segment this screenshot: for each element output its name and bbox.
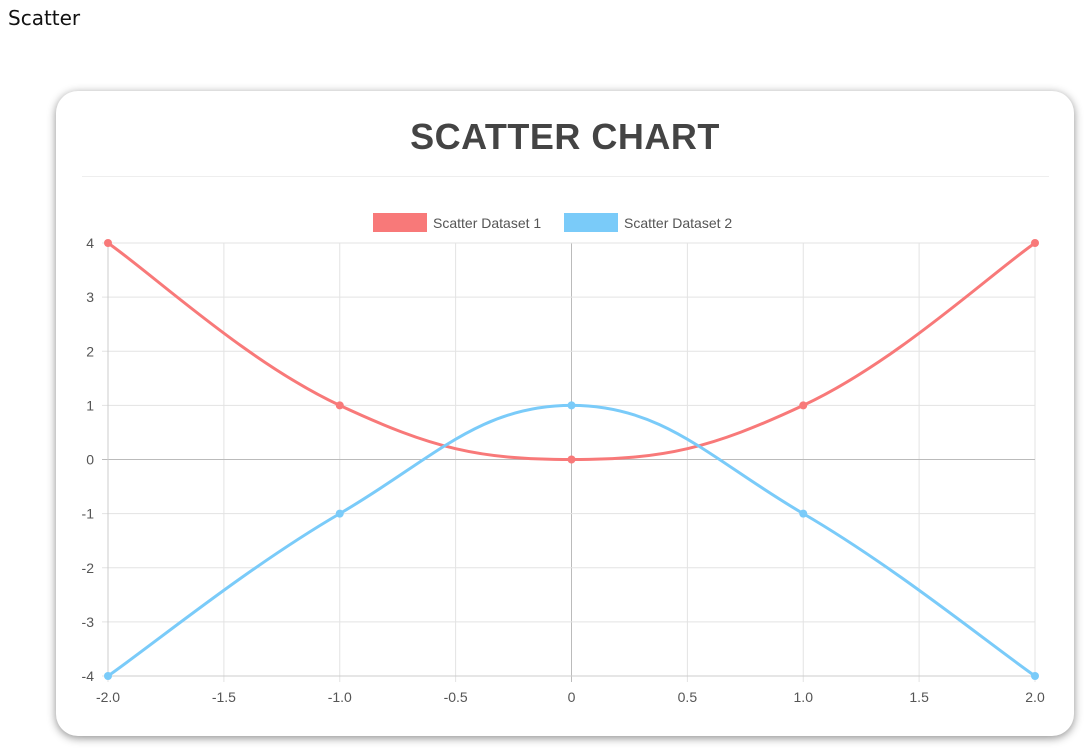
series-2-point	[1031, 672, 1039, 680]
chart-title: SCATTER CHART	[410, 116, 720, 157]
x-tick-label: 0.5	[678, 689, 698, 705]
y-tick-label: 2	[86, 343, 94, 359]
y-tick-label: 3	[86, 289, 94, 305]
y-tick-label: -4	[82, 668, 95, 684]
series-1-point	[567, 455, 576, 464]
legend-swatch-2	[564, 213, 618, 232]
x-tick-label: -0.5	[444, 689, 468, 705]
y-tick-label: -1	[82, 506, 95, 522]
y-tick-label: 0	[86, 452, 94, 468]
chart-ticks: -2.0 -1.5 -1.0 -0.5 0 0.5 1.0 1.5 2.0 4 3 2 1 0 -1 -2 -3…	[82, 235, 1045, 705]
chart-card	[56, 91, 1074, 736]
x-tick-label: 1.0	[794, 689, 814, 705]
chart-axes	[107, 243, 1035, 677]
legend-label-1: Scatter Dataset 1	[433, 215, 541, 231]
chart-points	[104, 239, 1039, 680]
x-tick-label: -2.0	[96, 689, 120, 705]
y-tick-label: 1	[86, 397, 94, 413]
x-tick-label: 2.0	[1025, 689, 1045, 705]
y-tick-label: -3	[82, 614, 95, 630]
chart-legend: Scatter Dataset 1 Scatter Dataset 2	[373, 213, 732, 232]
chart-grid	[102, 242, 1036, 682]
y-tick-label: -2	[82, 560, 95, 576]
series-1-point	[104, 239, 112, 247]
series-1-point	[799, 401, 808, 410]
title-divider	[82, 176, 1049, 177]
series-2-point	[104, 672, 112, 680]
y-tick-label: 4	[86, 235, 94, 251]
series-2-point	[335, 509, 344, 518]
legend-label-2: Scatter Dataset 2	[624, 215, 732, 231]
series-1-point	[335, 401, 344, 410]
series-2-point	[567, 401, 576, 410]
legend-swatch-1	[373, 213, 427, 232]
x-tick-label: 0	[568, 689, 576, 705]
x-tick-label: 1.5	[909, 689, 929, 705]
page-heading: Scatter	[8, 6, 81, 30]
series-2-point	[799, 509, 808, 518]
x-tick-label: -1.5	[212, 689, 236, 705]
x-tick-label: -1.0	[328, 689, 352, 705]
series-1-point	[1031, 239, 1039, 247]
